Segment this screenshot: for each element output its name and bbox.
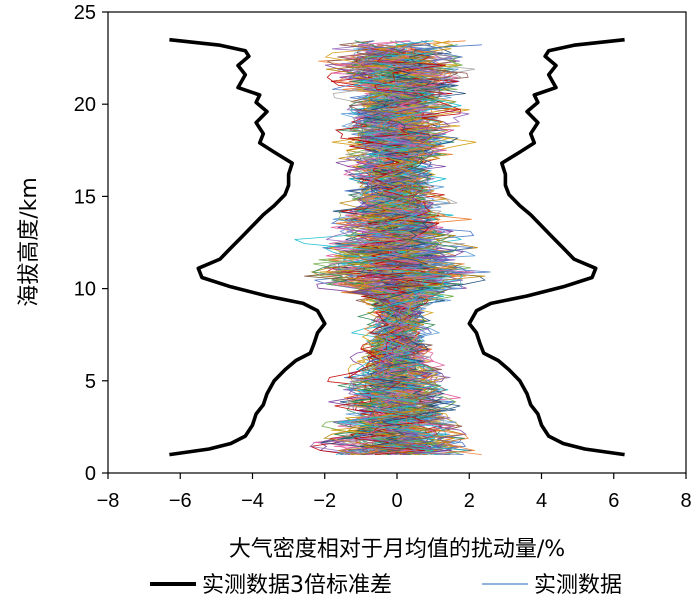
y-tick-label: 25: [74, 2, 96, 24]
y-tick-label: 0: [85, 463, 96, 485]
y-tick-label: 20: [74, 94, 96, 116]
x-tick-label: 2: [464, 490, 475, 512]
legend-label-data: 实测数据: [534, 573, 622, 598]
envelope-left-line: [169, 37, 327, 457]
measured-profile-lines: [294, 40, 491, 455]
measured-profile-line: [341, 40, 463, 455]
measured-profile-line: [327, 52, 465, 455]
legend: 实测数据3倍标准差 实测数据: [150, 573, 622, 598]
three-sigma-envelope: [169, 37, 625, 457]
envelope-right-line: [467, 37, 625, 457]
x-axis-ticks: −8 −6 −4 −2 0 2 4 6 8: [97, 473, 692, 512]
y-tick-label: 10: [74, 279, 96, 301]
measured-profile-line: [344, 44, 482, 455]
x-tick-label: −8: [97, 490, 120, 512]
x-tick-label: −4: [241, 490, 264, 512]
x-tick-label: −6: [169, 490, 192, 512]
measured-profile-line: [326, 44, 451, 455]
measured-profile-line: [304, 48, 458, 455]
x-tick-label: 6: [608, 490, 619, 512]
y-tick-label: 15: [74, 186, 96, 208]
measured-profile-line: [294, 52, 462, 455]
y-axis-title: 海拔高度/km: [17, 177, 42, 307]
x-axis-title: 大气密度相对于月均值的扰动量/%: [229, 537, 565, 562]
measured-profile-line: [311, 48, 458, 455]
x-tick-label: 8: [680, 490, 691, 512]
x-tick-label: 4: [536, 490, 547, 512]
measured-profile-line: [360, 52, 461, 455]
measured-profile-line: [323, 52, 456, 455]
y-axis-ticks: 0 5 10 15 20 25: [74, 2, 108, 485]
y-tick-label: 5: [85, 371, 96, 393]
measured-profile-line: [335, 44, 475, 455]
legend-label-std: 实测数据3倍标准差: [202, 573, 392, 598]
measured-profile-line: [326, 48, 486, 455]
x-tick-label: −2: [313, 490, 336, 512]
x-tick-label: 0: [391, 490, 402, 512]
measured-profile-line: [330, 48, 475, 455]
